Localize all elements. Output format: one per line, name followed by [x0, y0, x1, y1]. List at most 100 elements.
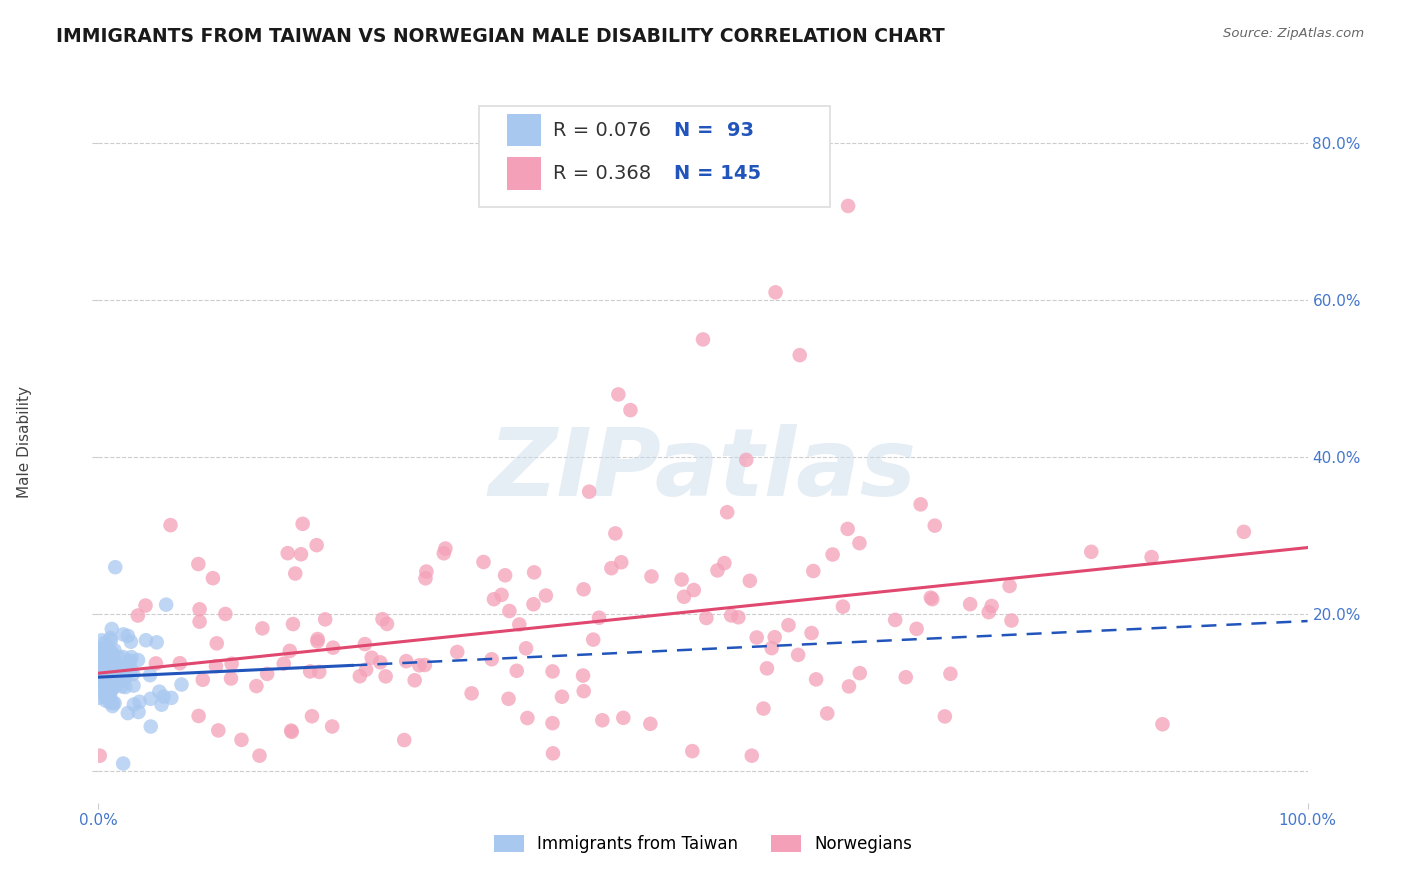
Point	[605, 526, 627, 541]
Point	[291, 516, 314, 531]
Point	[789, 348, 811, 362]
Point	[433, 546, 456, 560]
Point	[148, 684, 170, 698]
Point	[541, 665, 564, 679]
Point	[245, 679, 267, 693]
Point	[100, 647, 122, 661]
Point	[160, 690, 183, 705]
Point	[763, 630, 786, 644]
Point	[101, 695, 124, 709]
Point	[111, 665, 134, 679]
Point	[706, 563, 728, 577]
Point	[127, 608, 149, 623]
Point	[89, 655, 111, 669]
Point	[273, 657, 295, 671]
Point	[755, 661, 778, 675]
Point	[256, 666, 278, 681]
Point	[572, 582, 595, 597]
Point	[281, 617, 304, 632]
Point	[90, 661, 112, 675]
Point	[572, 684, 595, 698]
Point	[640, 716, 662, 731]
Text: N =  93: N = 93	[673, 121, 754, 140]
Point	[117, 706, 139, 720]
Point	[301, 709, 323, 723]
Point	[572, 668, 595, 682]
Point	[117, 657, 139, 671]
Point	[284, 566, 307, 581]
Point	[103, 656, 125, 670]
Point	[681, 744, 703, 758]
FancyBboxPatch shape	[508, 157, 541, 190]
Point	[94, 641, 117, 656]
Point	[249, 748, 271, 763]
Point	[607, 387, 630, 401]
Point	[920, 591, 942, 605]
Point	[716, 505, 738, 519]
Point	[415, 565, 437, 579]
Point	[778, 618, 800, 632]
Point	[89, 748, 111, 763]
Point	[591, 713, 613, 727]
Point	[169, 656, 191, 670]
Point	[114, 680, 136, 694]
Point	[884, 613, 907, 627]
Point	[97, 654, 120, 668]
Point	[1140, 550, 1163, 565]
Point	[682, 582, 704, 597]
Point	[115, 668, 138, 682]
Point	[837, 199, 859, 213]
Point	[191, 673, 214, 687]
Point	[277, 546, 299, 560]
Point	[127, 653, 149, 667]
Point	[100, 673, 122, 687]
Point	[368, 656, 391, 670]
Point	[101, 699, 124, 714]
Point	[221, 657, 243, 671]
Point	[139, 691, 162, 706]
Point	[738, 574, 761, 588]
Point	[741, 748, 763, 763]
Text: N = 145: N = 145	[673, 164, 761, 183]
Point	[1233, 524, 1256, 539]
Point	[93, 666, 115, 681]
Point	[801, 564, 824, 578]
Point	[360, 650, 382, 665]
Point	[460, 686, 482, 700]
Point	[104, 560, 127, 574]
Point	[482, 592, 505, 607]
Point	[745, 631, 768, 645]
Point	[98, 696, 121, 710]
Point	[139, 668, 162, 682]
Point	[103, 680, 125, 694]
Point	[122, 679, 145, 693]
Point	[90, 677, 112, 691]
Point	[104, 696, 127, 710]
Point	[498, 604, 520, 618]
Point	[998, 579, 1021, 593]
Point	[515, 641, 537, 656]
Point	[97, 673, 120, 688]
Point	[939, 666, 962, 681]
Point	[280, 723, 302, 738]
Point	[692, 333, 714, 347]
Point	[98, 689, 121, 703]
Point	[145, 635, 167, 649]
Point	[107, 649, 129, 664]
Point	[307, 632, 329, 646]
Point	[93, 678, 115, 692]
Point	[610, 555, 633, 569]
Point	[150, 698, 173, 712]
Point	[96, 654, 118, 668]
Point	[100, 633, 122, 648]
Point	[924, 518, 946, 533]
Point	[849, 666, 872, 681]
Point	[516, 711, 538, 725]
Point	[299, 665, 322, 679]
Point	[374, 669, 396, 683]
Point	[93, 686, 115, 700]
Point	[111, 679, 134, 693]
Point	[94, 693, 117, 707]
Point	[395, 654, 418, 668]
Point	[349, 669, 371, 683]
